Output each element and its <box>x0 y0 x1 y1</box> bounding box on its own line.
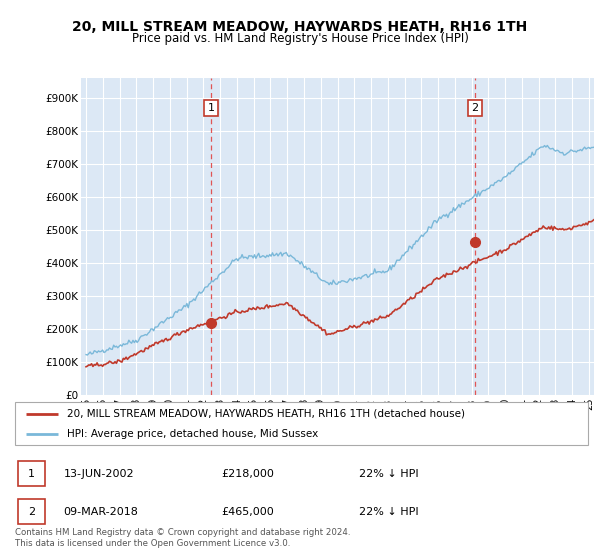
Text: 1: 1 <box>28 469 35 479</box>
Text: 2: 2 <box>28 507 35 517</box>
Text: 13-JUN-2002: 13-JUN-2002 <box>64 469 134 479</box>
Text: 1: 1 <box>208 103 214 113</box>
Text: 09-MAR-2018: 09-MAR-2018 <box>64 507 139 517</box>
Text: 22% ↓ HPI: 22% ↓ HPI <box>359 507 418 517</box>
Text: HPI: Average price, detached house, Mid Sussex: HPI: Average price, detached house, Mid … <box>67 428 318 438</box>
Text: 20, MILL STREAM MEADOW, HAYWARDS HEATH, RH16 1TH (detached house): 20, MILL STREAM MEADOW, HAYWARDS HEATH, … <box>67 409 464 419</box>
Text: Contains HM Land Registry data © Crown copyright and database right 2024.
This d: Contains HM Land Registry data © Crown c… <box>15 528 350 548</box>
Text: 20, MILL STREAM MEADOW, HAYWARDS HEATH, RH16 1TH: 20, MILL STREAM MEADOW, HAYWARDS HEATH, … <box>73 20 527 34</box>
FancyBboxPatch shape <box>18 500 46 524</box>
Text: 22% ↓ HPI: 22% ↓ HPI <box>359 469 418 479</box>
Text: 2: 2 <box>471 103 478 113</box>
Text: £218,000: £218,000 <box>221 469 274 479</box>
Text: Price paid vs. HM Land Registry's House Price Index (HPI): Price paid vs. HM Land Registry's House … <box>131 32 469 45</box>
FancyBboxPatch shape <box>18 461 46 486</box>
Text: £465,000: £465,000 <box>221 507 274 517</box>
